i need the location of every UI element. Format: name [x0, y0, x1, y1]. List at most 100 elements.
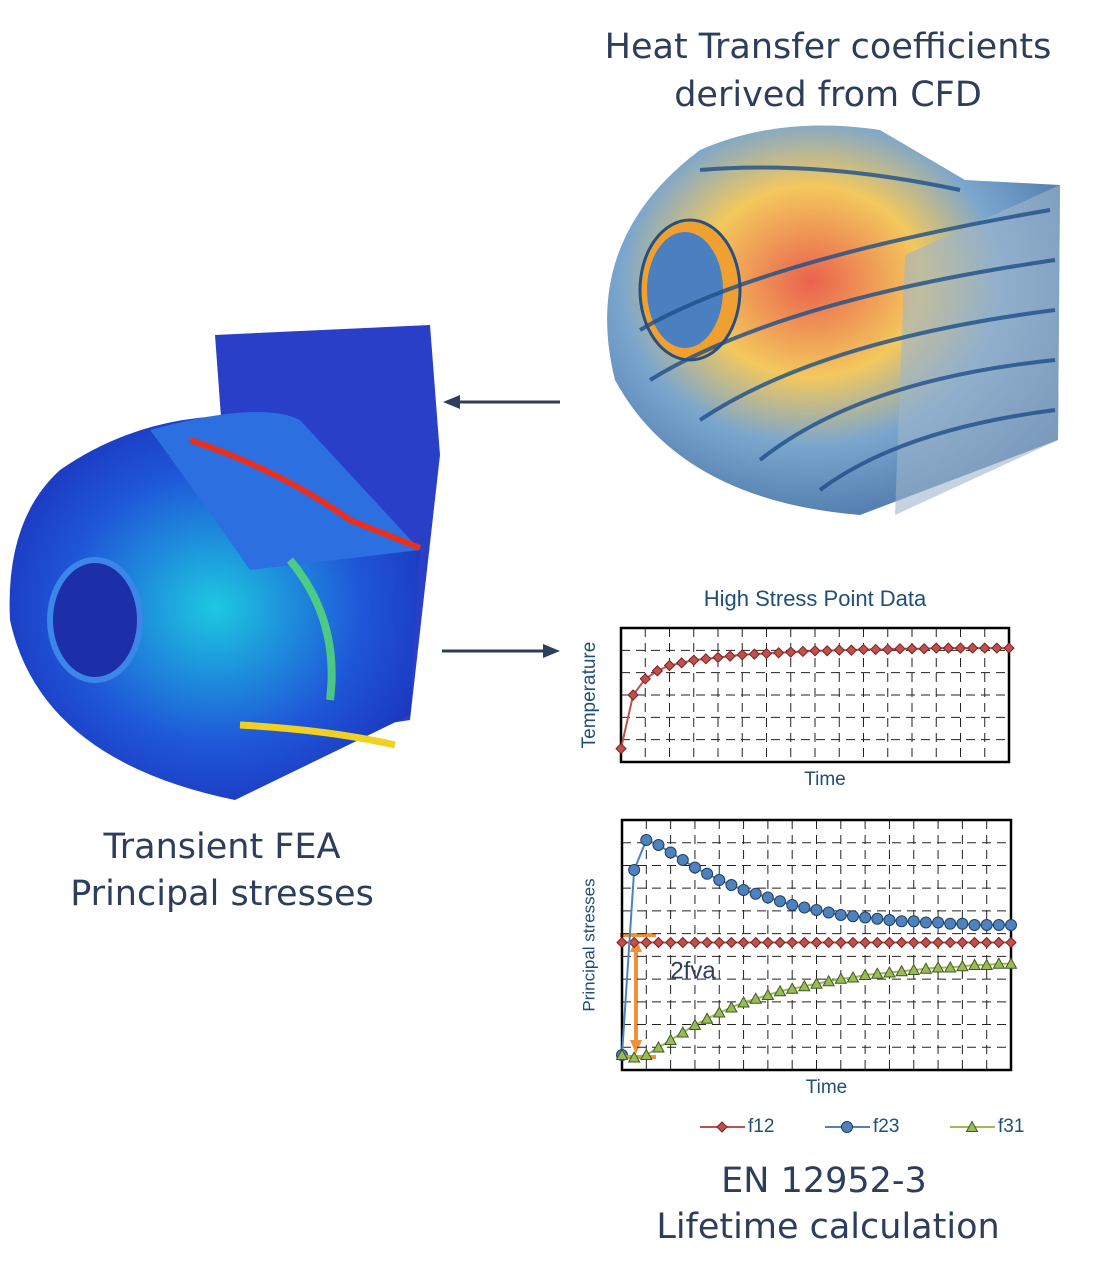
marker: [748, 648, 761, 660]
marker: [956, 936, 969, 949]
marker: [675, 657, 688, 669]
marker: [664, 1033, 677, 1045]
marker: [883, 965, 896, 978]
y-axis-label: Temperature: [579, 642, 600, 749]
marker: [966, 642, 979, 654]
marker: [701, 867, 714, 880]
marker: [841, 1121, 853, 1133]
marker: [773, 984, 787, 997]
marker: [979, 642, 991, 654]
marker: [712, 651, 724, 664]
marker: [846, 910, 859, 923]
marker: [932, 936, 944, 949]
marker: [762, 936, 774, 949]
marker: [652, 936, 665, 949]
marker: [761, 988, 775, 1000]
chart-title: High Stress Point Data: [704, 586, 927, 611]
marker: [968, 936, 981, 949]
marker: [725, 879, 738, 891]
marker: [870, 967, 884, 979]
marker: [677, 936, 689, 949]
marker: [798, 936, 811, 949]
marker: [821, 645, 833, 657]
marker: [895, 915, 908, 928]
marker: [869, 643, 882, 656]
marker: [919, 962, 933, 974]
marker: [628, 936, 640, 949]
marker: [664, 846, 677, 859]
plot-frame: [619, 626, 1011, 764]
marker: [920, 936, 932, 949]
marker: [846, 970, 860, 983]
marker: [930, 642, 942, 654]
marker: [651, 665, 664, 677]
marker: [627, 1050, 641, 1063]
marker: [640, 834, 653, 846]
marker: [871, 936, 883, 949]
fea-caption: Principal stresses: [70, 874, 374, 914]
marker: [797, 645, 809, 658]
marker: [798, 901, 811, 914]
marker: [908, 936, 920, 949]
marker: [785, 646, 797, 658]
marker: [992, 919, 1005, 931]
marker: [882, 643, 894, 656]
marker: [942, 642, 955, 654]
marker: [676, 854, 689, 866]
marker: [761, 891, 774, 904]
marker: [628, 864, 641, 876]
marker: [810, 977, 823, 989]
marker: [772, 647, 785, 659]
marker: [833, 644, 845, 656]
x-axis-label: Time: [806, 1077, 848, 1098]
marker: [835, 936, 847, 949]
marker: [857, 643, 870, 656]
marker: [810, 904, 823, 916]
marker: [992, 957, 1006, 969]
marker: [700, 1012, 714, 1024]
cfd-image: [607, 125, 1060, 515]
marker: [786, 899, 799, 911]
marker: [895, 964, 908, 977]
marker: [688, 654, 700, 666]
marker: [676, 1025, 690, 1038]
marker: [980, 919, 993, 931]
marker: [1005, 919, 1017, 931]
marker: [716, 1121, 728, 1133]
lifetime-caption: Lifetime calculation: [656, 1207, 999, 1247]
marker: [1003, 642, 1015, 654]
marker: [725, 936, 738, 949]
marker: [847, 936, 859, 949]
marker: [809, 645, 821, 657]
marker: [689, 936, 701, 949]
legend-label: f12: [748, 1116, 774, 1137]
marker: [615, 1048, 629, 1060]
fea-caption: Transient FEA: [103, 827, 341, 867]
marker: [822, 974, 836, 987]
fea-image: [9, 325, 440, 800]
marker: [907, 915, 920, 928]
marker: [615, 742, 627, 755]
marker: [980, 958, 994, 970]
marker: [724, 650, 736, 662]
marker: [652, 839, 665, 851]
marker: [616, 936, 628, 949]
marker: [944, 917, 957, 930]
marker: [980, 936, 993, 949]
marker: [750, 936, 762, 949]
lifetime-caption: EN 12952-3: [721, 1161, 927, 1201]
marker: [749, 992, 763, 1004]
marker: [774, 936, 786, 949]
marker: [834, 972, 848, 984]
marker: [871, 912, 884, 925]
marker: [797, 979, 811, 992]
marker: [834, 909, 847, 921]
marker: [1005, 936, 1017, 949]
marker: [701, 936, 713, 949]
marker: [918, 643, 930, 655]
marker: [968, 958, 981, 970]
marker: [883, 914, 896, 926]
marker: [774, 895, 787, 908]
marker: [822, 906, 835, 919]
arrows: [442, 395, 560, 658]
